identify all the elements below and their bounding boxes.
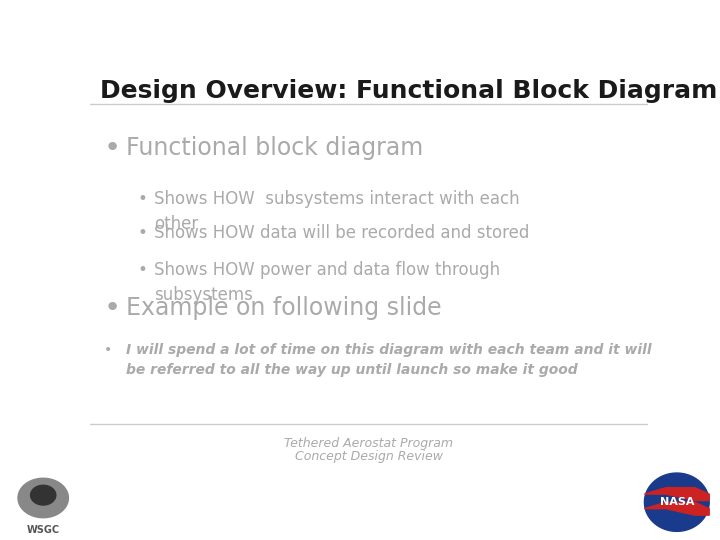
Text: Concept Design Review: Concept Design Review xyxy=(295,450,443,463)
Text: •: • xyxy=(104,294,121,322)
Text: Shows HOW power and data flow through
subsystems: Shows HOW power and data flow through su… xyxy=(154,261,500,304)
Text: Design Overview: Functional Block Diagram: Design Overview: Functional Block Diagra… xyxy=(100,79,717,103)
Text: Tethered Aerostat Program: Tethered Aerostat Program xyxy=(284,437,454,450)
Polygon shape xyxy=(644,488,709,501)
Text: NASA: NASA xyxy=(660,497,694,507)
Text: •: • xyxy=(138,190,148,207)
Text: Example on following slide: Example on following slide xyxy=(126,296,442,320)
Polygon shape xyxy=(644,473,709,531)
Polygon shape xyxy=(31,485,56,505)
Polygon shape xyxy=(644,502,709,515)
Text: Shows HOW data will be recorded and stored: Shows HOW data will be recorded and stor… xyxy=(154,224,529,241)
Text: •: • xyxy=(104,134,121,162)
Text: WSGC: WSGC xyxy=(27,525,60,535)
Text: •: • xyxy=(138,261,148,279)
Text: Functional block diagram: Functional block diagram xyxy=(126,136,423,160)
Text: •: • xyxy=(138,224,148,241)
Text: Shows HOW  subsystems interact with each
other: Shows HOW subsystems interact with each … xyxy=(154,190,520,233)
Text: •: • xyxy=(104,343,112,357)
Text: I will spend a lot of time on this diagram with each team and it will
be referre: I will spend a lot of time on this diagr… xyxy=(126,343,652,377)
Polygon shape xyxy=(18,478,68,518)
